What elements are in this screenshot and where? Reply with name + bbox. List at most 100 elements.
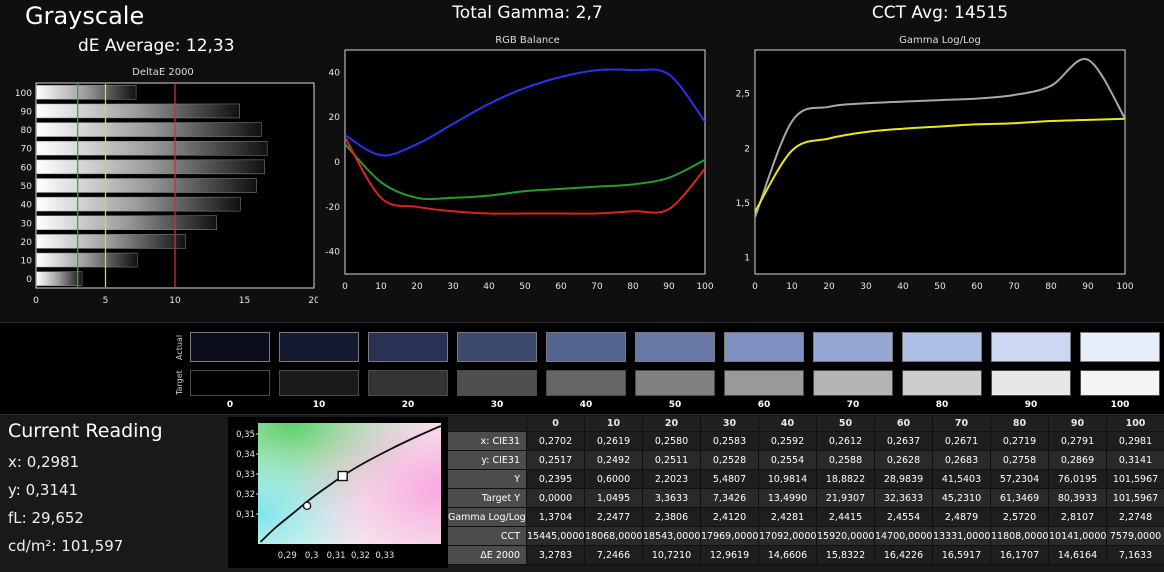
- table-row-label: Gamma Log/Log: [448, 508, 526, 527]
- tick-label: 20: [21, 238, 33, 248]
- target-swatch: [546, 370, 626, 396]
- level-label: 10: [312, 400, 326, 410]
- tick-label: 0,3: [305, 551, 319, 561]
- actual-swatch: [279, 332, 359, 362]
- table-cell: 13331,0000: [932, 527, 990, 546]
- table-column-header: 60: [874, 416, 932, 432]
- table-cell: 0,2528: [700, 451, 758, 470]
- actual-swatch: [902, 332, 982, 362]
- tick-label: 1,5: [736, 199, 750, 209]
- level-label: 50: [668, 400, 682, 410]
- table-cell: 0,2588: [816, 451, 874, 470]
- tick-label: 2,5: [736, 90, 750, 100]
- target-swatch: [635, 370, 715, 396]
- actual-swatch: [457, 332, 537, 362]
- table-cell: 2,5720: [990, 508, 1048, 527]
- tick-label: 0,35: [236, 430, 255, 440]
- rgb-balance-line-chart: -40 -20 0 20 40 0 10 20 30 40 50 60 70 80 90 100: [325, 49, 714, 292]
- tick-label: 100: [1116, 282, 1133, 292]
- table-row: CCT 15445,0000 18068,0000 18543,0000 17969,0…: [448, 527, 1164, 546]
- tick-label: 0,32: [351, 551, 370, 561]
- table-cell: 7,1633: [1106, 546, 1164, 565]
- tick-label: 0,29: [278, 551, 297, 561]
- table-row-label: y: CIE31: [448, 451, 526, 470]
- tick-label: -20: [325, 203, 340, 213]
- tick-label: 0,31: [327, 551, 346, 561]
- tick-label: 1: [744, 254, 750, 264]
- table-row: Y 0,2395 0,6000 2,2023 5,4807 10,9814 18,8822 2…: [448, 470, 1164, 489]
- actual-swatch: [813, 332, 893, 362]
- level-label: 30: [490, 400, 504, 410]
- table-cell: 18543,0000: [642, 527, 700, 546]
- tick-label: 0,32: [236, 490, 255, 500]
- tick-label: 10: [375, 282, 387, 292]
- table-row: y: CIE31 0,2517 0,2492 0,2511 0,2528 0,2554 0,…: [448, 451, 1164, 470]
- level-label: 60: [757, 400, 771, 410]
- table-cell: 0,2583: [700, 432, 758, 451]
- top-section: Grayscale dE Average: 12,33 Total Gamma:…: [14, 2, 1134, 306]
- table-cell: 0,2511: [642, 451, 700, 470]
- table-column-header: 0: [526, 416, 584, 432]
- table-cell: 0,2592: [758, 432, 816, 451]
- table-row-label: ΔE 2000: [448, 546, 526, 565]
- table-header-row: 0 10 20 30 40 50 60 70 80 90 100: [448, 416, 1164, 432]
- tick-label: 70: [21, 145, 33, 155]
- deltae-bar: [36, 85, 137, 100]
- table-cell: 101,5967: [1106, 489, 1164, 508]
- table-cell: 1,3704: [526, 508, 584, 527]
- table-column-header: 90: [1048, 416, 1106, 432]
- tick-label: 50: [934, 282, 946, 292]
- tick-label: 0,33: [375, 551, 394, 561]
- table-cell: 7,2466: [584, 546, 642, 565]
- tick-label: 0: [752, 282, 758, 292]
- tick-label: 20: [308, 296, 318, 306]
- actual-swatch: [724, 332, 804, 362]
- table-cell: 12,9619: [700, 546, 758, 565]
- table-cell: 18068,0000: [584, 527, 642, 546]
- cie-diagram: 0,35 0,34 0,33 0,32 0,31 0,29 0,3 0,31 0,32 0,33: [228, 417, 448, 568]
- tick-label: 50: [21, 182, 33, 192]
- table-cell: 3,3633: [642, 489, 700, 508]
- target-swatch-row: [190, 370, 1160, 396]
- actual-swatch: [1080, 332, 1160, 362]
- table-cell: 15,8322: [816, 546, 874, 565]
- deltae-bar: [36, 271, 83, 286]
- table-cell: 10,9814: [758, 470, 816, 489]
- tick-label: 40: [21, 201, 33, 211]
- tick-label: 0: [334, 158, 340, 168]
- measured-point-marker: [302, 501, 312, 511]
- measurement-table: 0 10 20 30 40 50 60 70 80 90 100 x: CIE31 0,2702 0,26…: [448, 416, 1164, 565]
- table-corner-cell: [448, 416, 526, 432]
- target-swatch: [724, 370, 804, 396]
- table-cell: 0,3141: [1106, 451, 1164, 470]
- table-cell: 16,4226: [874, 546, 932, 565]
- reading-cdm2-value: cd/m²: 101,597: [8, 537, 124, 555]
- table-cell: 0,2637: [874, 432, 932, 451]
- table-cell: 7579,0000: [1106, 527, 1164, 546]
- reading-y-value: y: 0,3141: [8, 481, 79, 499]
- actual-swatch: [190, 332, 270, 362]
- table-cell: 0,2492: [584, 451, 642, 470]
- tick-label: 10: [21, 257, 33, 267]
- actual-swatch-row: [190, 332, 1160, 362]
- table-cell: 0,2395: [526, 470, 584, 489]
- table-cell: 13,4990: [758, 489, 816, 508]
- tick-label: 0,31: [236, 510, 255, 520]
- actual-swatch: [635, 332, 715, 362]
- target-swatch: [1080, 370, 1160, 396]
- table-column-header: 80: [990, 416, 1048, 432]
- total-gamma-label: Total Gamma: 2,7: [452, 3, 603, 23]
- table-column-header: 40: [758, 416, 816, 432]
- table-cell: 14700,0000: [874, 527, 932, 546]
- table-cell: 0,2671: [932, 432, 990, 451]
- tick-label: 70: [1008, 282, 1020, 292]
- tick-label: 100: [696, 282, 713, 292]
- target-swatch: [457, 370, 537, 396]
- table-cell: 41,5403: [932, 470, 990, 489]
- tick-label: 2: [744, 144, 750, 154]
- target-whitepoint-marker: [337, 470, 348, 482]
- tick-label: 0,34: [236, 450, 255, 460]
- table-cell: 15445,0000: [526, 527, 584, 546]
- table-column-header: 30: [700, 416, 758, 432]
